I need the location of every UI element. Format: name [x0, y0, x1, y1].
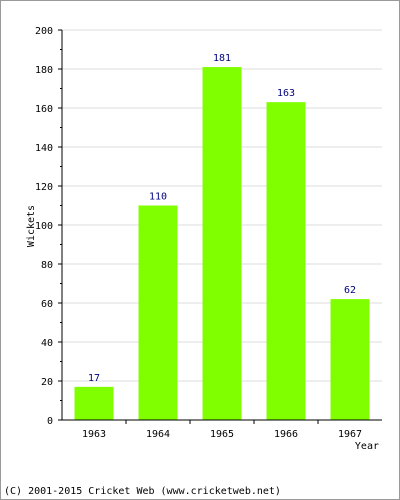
bar-1964: [138, 205, 178, 420]
y-tick-label: 80: [41, 260, 53, 271]
x-tick-label-1965: 1965: [210, 429, 234, 440]
x-axis-label: Year: [355, 441, 379, 452]
y-tick-label: 200: [35, 26, 53, 37]
x-tick-label-1967: 1967: [338, 429, 362, 440]
y-tick-label: 140: [35, 143, 53, 154]
y-tick-label: 0: [47, 416, 53, 427]
y-tick-label: 160: [35, 104, 53, 115]
y-tick-label: 100: [35, 221, 53, 232]
bar-1965: [202, 67, 242, 421]
x-tick-labels: 1963 1964 1965 1966 1967: [82, 429, 362, 440]
y-tick-label: 40: [41, 338, 53, 349]
copyright-text: (C) 2001-2015 Cricket Web (www.cricketwe…: [4, 486, 281, 497]
y-axis-label: Wickets: [26, 205, 37, 247]
y-tick-labels: 0 20 40 60 80 100 120 140 160 180 200: [35, 26, 53, 427]
bar-1967: [330, 299, 370, 420]
axes: [58, 29, 382, 424]
y-tick-label: 20: [41, 377, 53, 388]
data-labels: 17 110 181 163 62: [88, 53, 356, 384]
data-label-1965: 181: [213, 53, 231, 64]
data-label-1963: 17: [88, 373, 100, 384]
y-tick-label: 60: [41, 299, 53, 310]
x-tick-label-1964: 1964: [146, 429, 170, 440]
data-label-1966: 163: [277, 88, 295, 99]
x-tick-label-1963: 1963: [82, 429, 106, 440]
y-tick-label: 180: [35, 65, 53, 76]
bar-1966: [266, 102, 306, 421]
y-tick-label: 120: [35, 182, 53, 193]
bars: [74, 67, 370, 421]
data-label-1967: 62: [344, 285, 356, 296]
x-tick-label-1966: 1966: [274, 429, 298, 440]
data-label-1964: 110: [149, 192, 167, 203]
bar-1963: [74, 386, 114, 420]
